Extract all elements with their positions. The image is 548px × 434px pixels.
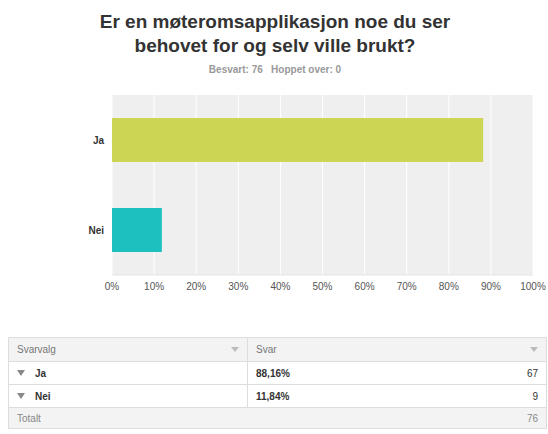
html-text:Svar: Svar (256, 344, 277, 355)
svg-text:90%: 90% (481, 281, 501, 292)
html-text:9: 9 (532, 390, 538, 402)
svg-text:40%: 40% (270, 281, 290, 292)
svg-text:Ja: Ja (93, 135, 105, 146)
html-text:Svarvalg: Svarvalg (17, 344, 56, 355)
svg-text:0%: 0% (105, 281, 120, 292)
html-text:76: 76 (526, 412, 538, 424)
html-text:Ja: Ja (35, 367, 47, 379)
svg-text:60%: 60% (355, 281, 375, 292)
svg-text:100%: 100% (520, 281, 540, 292)
svg-text:50%: 50% (312, 281, 332, 292)
svg-text:80%: 80% (439, 281, 459, 292)
html-text:Totalt: Totalt (17, 412, 41, 424)
svg-text:10%: 10% (144, 281, 164, 292)
html-text:Nei: Nei (35, 390, 51, 402)
html-text:67: 67 (526, 367, 538, 379)
html-text:88,16%: 88,16% (256, 367, 290, 379)
html-text:11,84%: 11,84% (256, 390, 290, 402)
html-text:Er en møteromsapplikasjon noe: Er en møteromsapplikasjon noe du ser beh… (99, 11, 451, 56)
svg-text:Nei: Nei (88, 225, 104, 236)
svg-text:70%: 70% (397, 281, 417, 292)
svg-text:30%: 30% (228, 281, 248, 292)
svg-text:20%: 20% (186, 281, 206, 292)
html-text:Besvart: 76 Hoppet over: 0: Besvart: 76 Hoppet over: 0 (208, 64, 342, 75)
